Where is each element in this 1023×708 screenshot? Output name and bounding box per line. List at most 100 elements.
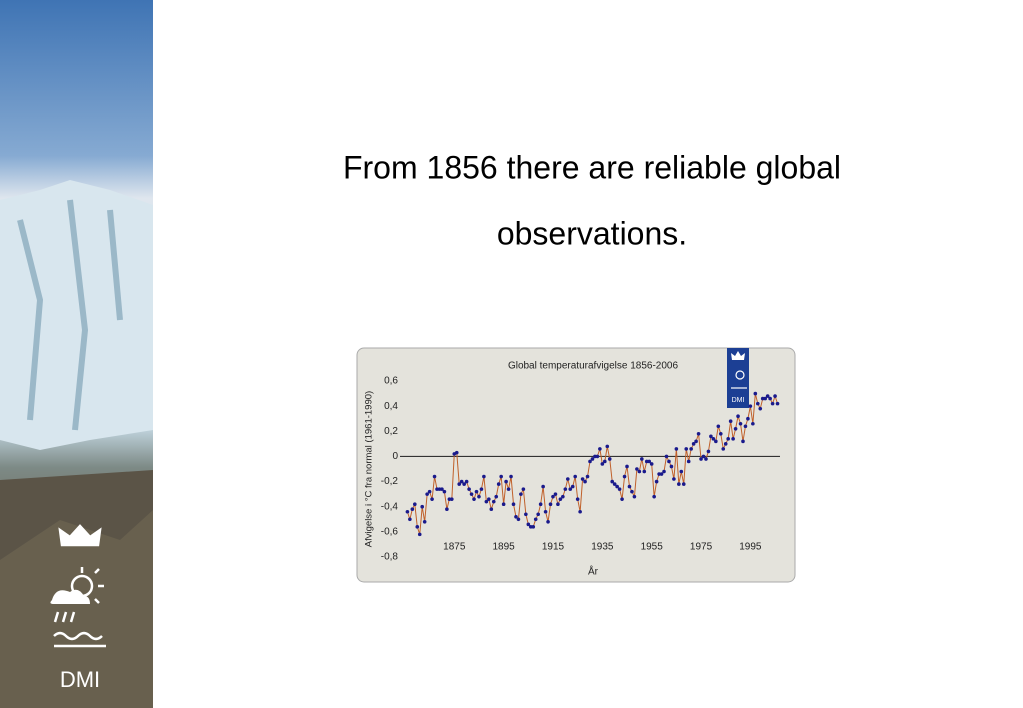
data-point (474, 489, 479, 494)
chart-logo (727, 348, 749, 408)
data-point (726, 437, 730, 441)
data-point (457, 482, 462, 486)
data-point (689, 447, 693, 451)
data-point (709, 434, 713, 439)
x-tick-label: 1955 (641, 542, 664, 553)
data-point (420, 504, 425, 509)
data-point (464, 479, 469, 484)
x-tick-label: 1995 (739, 542, 762, 553)
data-point (484, 499, 489, 504)
y-tick-label: -0,8 (381, 552, 399, 563)
data-point (763, 396, 767, 401)
data-point (472, 497, 476, 501)
sidebar-photo (0, 0, 153, 708)
data-point (487, 497, 491, 501)
x-tick-label: 1935 (591, 542, 614, 553)
data-point (506, 487, 511, 491)
data-point (679, 469, 684, 474)
data-point (585, 474, 590, 479)
data-point (701, 454, 706, 459)
chart-title: Global temperaturafvigelse 1856-2006 (508, 361, 679, 372)
data-point (408, 517, 412, 522)
data-point (573, 474, 577, 479)
data-point (743, 424, 748, 429)
data-point (603, 459, 607, 464)
data-point (405, 509, 410, 514)
data-point (758, 406, 763, 411)
data-point (630, 489, 634, 494)
data-point (694, 439, 698, 444)
data-point (519, 492, 523, 496)
data-point (558, 497, 563, 501)
data-point (627, 484, 632, 489)
data-point (718, 432, 723, 436)
data-point (501, 502, 506, 507)
data-point (504, 479, 508, 484)
data-point (607, 457, 612, 461)
data-point (551, 494, 555, 499)
data-point (593, 454, 597, 459)
data-point (563, 487, 568, 491)
data-point (696, 432, 701, 436)
data-point (748, 404, 753, 408)
data-point (496, 482, 501, 486)
data-point (659, 472, 664, 476)
data-point (741, 439, 745, 444)
data-point (751, 421, 755, 426)
data-point (600, 462, 605, 466)
data-point (598, 447, 602, 451)
data-point (681, 482, 686, 486)
data-point (704, 457, 708, 461)
data-point (570, 484, 575, 489)
data-point (691, 442, 696, 446)
y-tick-label: 0,2 (384, 426, 398, 437)
data-point (425, 492, 429, 496)
y-tick-label: 0 (392, 451, 398, 462)
data-point (509, 474, 513, 479)
data-point (620, 497, 624, 501)
data-point (738, 421, 743, 426)
y-tick-label: 0,4 (384, 401, 398, 412)
data-point (677, 482, 681, 486)
data-point (561, 494, 565, 499)
data-point (437, 487, 442, 491)
data-point (479, 487, 484, 491)
data-point (595, 454, 600, 459)
data-point (760, 396, 765, 401)
data-point (649, 462, 654, 466)
data-point (667, 459, 671, 464)
data-point (635, 467, 639, 471)
x-axis-label: År (588, 565, 599, 578)
data-point (514, 514, 518, 519)
data-point (733, 426, 738, 431)
data-point (699, 457, 703, 461)
data-point (521, 487, 526, 491)
data-point (511, 502, 516, 507)
data-point (622, 474, 627, 479)
data-point (415, 525, 420, 529)
data-point (736, 414, 740, 419)
data-point (531, 525, 536, 529)
data-point (669, 464, 674, 469)
data-point (516, 517, 521, 522)
x-tick-label: 1975 (690, 542, 713, 553)
data-point (773, 394, 777, 398)
data-point (775, 401, 780, 406)
data-point (528, 525, 533, 529)
data-point (430, 497, 434, 501)
data-point (556, 502, 560, 507)
data-point (647, 459, 652, 464)
data-point (746, 416, 750, 421)
data-point (568, 487, 573, 491)
data-point (672, 477, 676, 481)
data-point (533, 517, 538, 522)
data-point (580, 477, 585, 481)
data-point (543, 509, 548, 514)
data-point (632, 494, 637, 499)
x-tick-label: 1895 (493, 542, 516, 553)
slide-heading: observations. (497, 215, 687, 251)
data-point (605, 444, 610, 449)
data-point (538, 502, 543, 507)
data-point (716, 424, 721, 429)
